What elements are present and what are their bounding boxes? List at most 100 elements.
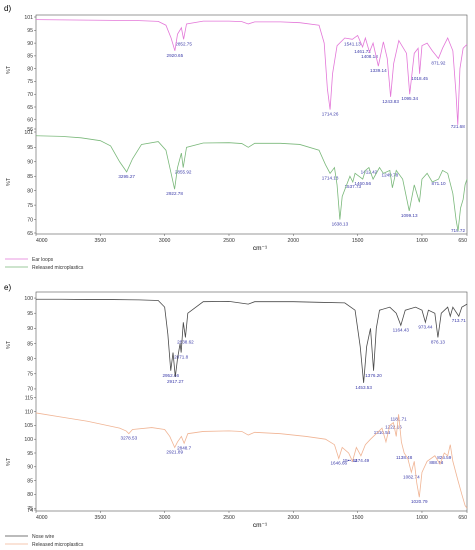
y-tick-label: 85	[27, 478, 33, 484]
y-tick-label: 110	[25, 409, 33, 415]
panel-e-frame	[35, 291, 468, 512]
y-tick-label: 65	[27, 231, 33, 237]
peak-label: 2848.7	[177, 445, 191, 450]
peak-label: 876.13	[431, 339, 445, 344]
peak-label: 1541.13	[344, 41, 361, 46]
peak-label: 871.10	[432, 181, 446, 186]
y-axis-label-d-bottom: %T	[6, 177, 12, 186]
panel-d: d) 101 95 90 85 80 75 70 65 60 56 %T 2920.65 2852.…	[4, 4, 468, 271]
peak-label: 1714.26	[322, 112, 339, 117]
series-line-released-microplastics-e	[35, 412, 468, 509]
y-tick-label: 90	[27, 160, 33, 166]
peak-label: 1138.48	[396, 455, 413, 460]
peak-label: 1249.78	[382, 172, 399, 177]
x-tick-label: 2500	[223, 515, 235, 521]
peak-label: 713.71	[452, 318, 466, 323]
x-tick-label: 2000	[288, 238, 300, 244]
peak-label: 2922.78	[166, 191, 183, 196]
peak-label: 1646.66	[330, 461, 347, 466]
peak-label: 1164.43	[393, 327, 410, 332]
peak-label: 1082.74	[403, 474, 420, 479]
peak-label: 1453.53	[355, 385, 372, 390]
peak-label: 3295.27	[118, 174, 135, 179]
peak-label: 1408.18	[361, 54, 378, 59]
peak-label: 1310.56	[374, 430, 391, 435]
y-tick-label: 80	[27, 492, 33, 498]
legend-label-nose-wire: Nose wire	[32, 534, 54, 540]
y-axis-label-e-bottom: %T	[6, 457, 12, 466]
peak-label: 2852.75	[175, 41, 192, 46]
x-tick-label: 3000	[159, 515, 171, 521]
y-tick-label: 74	[27, 508, 33, 514]
peak-label: 2855.92	[175, 170, 192, 175]
peak-label: 1243.83	[382, 99, 399, 104]
legend-d: Ear loops Released microplastics	[5, 257, 84, 271]
legend-label-released-microplastics-e: Released microplastics	[32, 542, 84, 548]
peak-label: 888.18	[429, 460, 443, 465]
y-tick-label: 75	[27, 372, 33, 378]
series-line-released-microplastics-d	[35, 135, 468, 232]
subplot-d-top: 101 95 90 85 80 75 70 65 60 56 %T 2920.65 2852.75 1…	[6, 15, 468, 133]
peak-label: 15••.32	[343, 458, 358, 463]
subplot-d-bottom: 101 95 90 85 80 75 70 65 %T 3295.27 2922.78 2855.…	[6, 130, 468, 237]
peak-label: 1222.16	[385, 425, 402, 430]
y-tick-label: 95	[27, 28, 33, 34]
peak-label: 2871.8	[174, 355, 188, 360]
peak-label: 1714.18	[322, 175, 339, 180]
panel-label-e: e)	[4, 283, 11, 292]
peak-label: 871.92	[431, 60, 445, 65]
peak-label: 1412.42	[361, 170, 378, 175]
peak-label: 3278.53	[121, 436, 138, 441]
y-tick-label: 90	[27, 41, 33, 47]
peak-label: 1020.79	[411, 499, 428, 504]
peak-label: 973.44	[418, 324, 432, 329]
peak-label: 1638.13	[332, 222, 349, 227]
y-tick-label: 70	[27, 387, 33, 393]
peak-label: 1461.72	[354, 49, 371, 54]
peak-label: 1099.13	[401, 213, 418, 218]
peak-label: 2838.62	[177, 339, 194, 344]
x-tick-label: 3500	[95, 515, 107, 521]
series-line-nose-wire	[36, 298, 468, 383]
x-tick-label: 3500	[95, 238, 107, 244]
x-axis-label-d: cm⁻¹	[253, 245, 268, 252]
y-ticks-d-top: 101 95 90 85 80 75 70 65 60 56	[24, 15, 36, 133]
y-tick-label: 56	[27, 127, 33, 133]
peak-label: 2917.27	[167, 379, 184, 384]
peak-label: 1460.56	[354, 181, 371, 186]
series-line-ear-loops	[35, 19, 468, 125]
y-tick-label: 100	[24, 296, 33, 302]
peak-labels-d-bottom: 3295.27 2922.78 2855.92 1714.18 1638.13 1537.…	[118, 170, 465, 233]
legend-label-ear-loops: Ear loops	[32, 257, 54, 263]
x-tick-label: 1000	[416, 515, 428, 521]
y-tick-label: 80	[27, 66, 33, 72]
y-ticks-e-top: 100 95 90 85 80 75 70	[24, 296, 36, 393]
legend-e: Nose wire Released microplastics	[5, 534, 84, 548]
x-tick-label: 650	[458, 238, 467, 244]
y-tick-label: 80	[27, 188, 33, 194]
peak-label: 721.68	[451, 124, 465, 129]
x-tick-label: 1500	[352, 515, 364, 521]
x-tick-label: 650	[458, 515, 467, 521]
y-tick-label: 80	[27, 356, 33, 362]
legend-label-released-microplastics-d: Released microplastics	[32, 265, 84, 271]
peak-label: 1376.20	[365, 373, 382, 378]
y-tick-label: 70	[27, 217, 33, 223]
y-tick-label: 85	[27, 54, 33, 60]
panel-label-d: d)	[4, 4, 11, 13]
y-tick-label: 85	[27, 174, 33, 180]
x-tick-label: 4000	[36, 238, 48, 244]
peak-label: 2921.89	[166, 449, 183, 454]
x-tick-label: 2000	[288, 515, 300, 521]
y-axis-label-d-top: %T	[6, 65, 12, 74]
x-ticks-d: 4000 3500 3000 2500 2000 1500 1000 650	[35, 234, 468, 244]
x-ticks-e: 4000 3500 3000 2500 2000 1500 1000 650	[35, 511, 468, 521]
y-tick-label: 115	[25, 396, 33, 402]
y-tick-label: 75	[27, 203, 33, 209]
y-tick-label: 95	[27, 145, 33, 151]
y-tick-label: 101	[24, 15, 33, 21]
y-tick-label: 95	[27, 451, 33, 457]
